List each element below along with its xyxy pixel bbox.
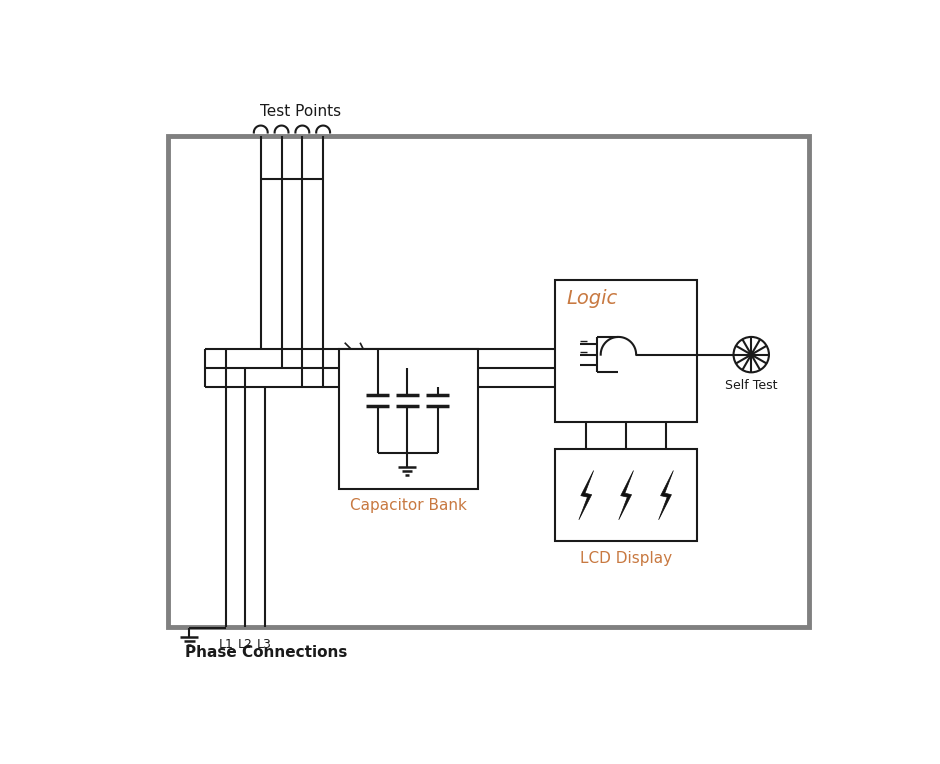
Polygon shape [619,471,634,520]
Text: L2: L2 [238,638,253,651]
Text: L1: L1 [219,638,233,651]
Bar [339,349,478,489]
Polygon shape [659,471,673,520]
Text: LCD Display: LCD Display [580,551,672,565]
Text: Phase Connections: Phase Connections [185,646,348,660]
Text: Self Test: Self Test [725,378,777,391]
Text: Capacitor Bank: Capacitor Bank [351,498,467,513]
Polygon shape [579,471,594,520]
FancyBboxPatch shape [167,136,809,626]
Bar [555,280,697,422]
Bar [555,449,697,542]
Text: Logic: Logic [567,289,618,308]
Text: L3: L3 [258,638,272,651]
Text: Test Points: Test Points [260,105,341,119]
